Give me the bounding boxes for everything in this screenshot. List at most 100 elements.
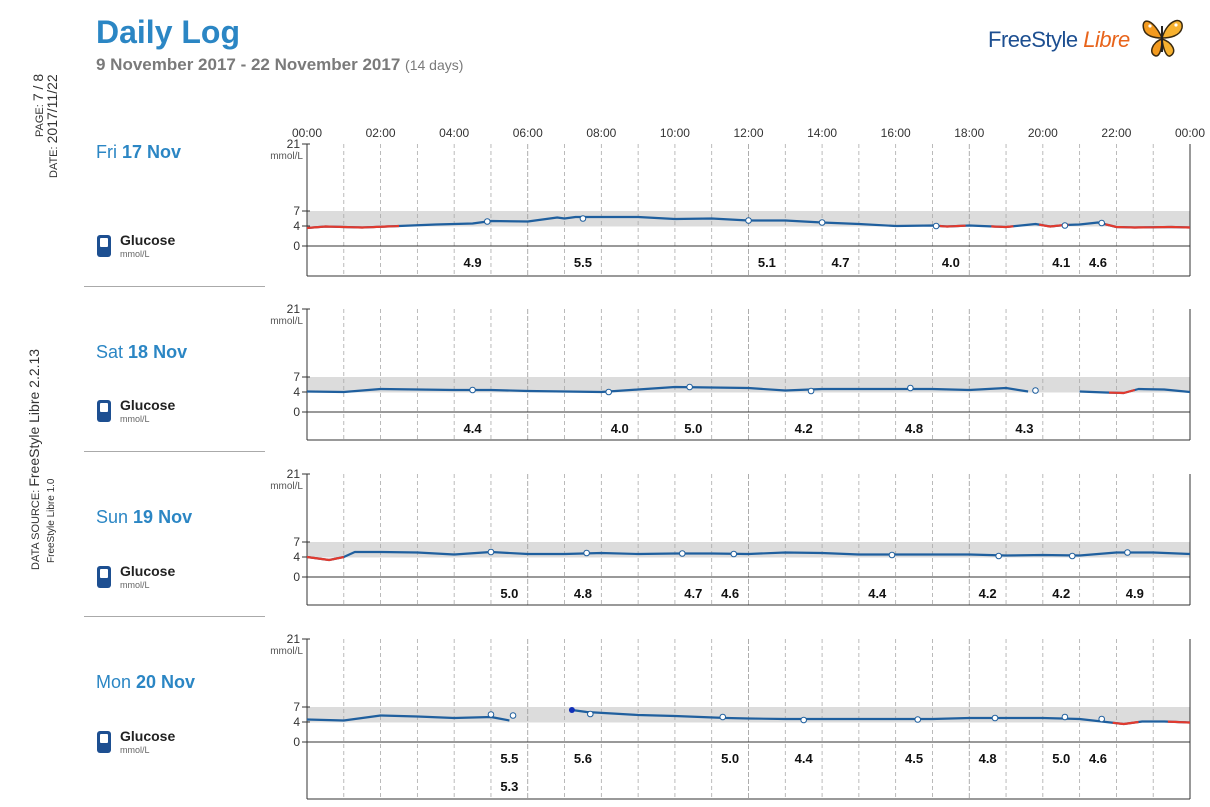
- butterfly-icon: [1142, 19, 1183, 57]
- glucose-value-label: 4.7: [831, 255, 849, 270]
- glucose-value-label: 4.8: [979, 751, 997, 766]
- x-tick-label: 02:00: [366, 126, 396, 140]
- logo-text-main: FreeStyle: [988, 27, 1078, 52]
- scan-marker: [686, 383, 693, 391]
- y-tick-label: 7: [293, 370, 300, 384]
- glucose-value-label: 5.6: [574, 751, 592, 766]
- glucose-value-label: 5.1: [758, 255, 776, 270]
- glucose-value-label: 5.0: [1052, 751, 1070, 766]
- glucose-meter-icon: [97, 235, 111, 257]
- low-glucose-segment: [991, 225, 1014, 229]
- glucose-value-label: 4.9: [1126, 586, 1144, 601]
- x-tick-label: 00:00: [292, 126, 322, 140]
- manual-marker: [568, 707, 575, 713]
- scan-marker: [745, 217, 752, 224]
- glucose-value-label: 4.4: [868, 586, 887, 601]
- glucose-value-label: 4.1: [1052, 255, 1070, 270]
- glucose-value-label: 4.6: [1089, 255, 1107, 270]
- y-tick-label: 21: [287, 137, 301, 151]
- scan-marker: [483, 218, 491, 225]
- scan-marker: [605, 388, 612, 396]
- glucose-title: Glucose: [120, 563, 176, 579]
- y-tick-label: 0: [293, 239, 300, 253]
- day-date: 20 Nov: [136, 672, 196, 692]
- x-tick-label: 16:00: [881, 126, 911, 140]
- scan-marker: [1068, 552, 1076, 560]
- glucose-title: Glucose: [120, 232, 176, 248]
- day-dow: Sun: [96, 507, 129, 527]
- low-glucose-segment: [1105, 223, 1191, 229]
- freestyle-libre-logo: FreeStyle Libre: [988, 14, 1188, 64]
- day-divider: [84, 286, 265, 287]
- scan-marker: [586, 710, 594, 718]
- y-tick-label: 7: [293, 204, 300, 218]
- day-date: 17 Nov: [122, 142, 182, 162]
- glucose-unit: mmol/L: [120, 414, 150, 424]
- scan-marker: [1061, 222, 1069, 229]
- x-tick-label: 18:00: [954, 126, 984, 140]
- day-dow: Mon: [96, 672, 132, 692]
- logo-text-accent: Libre: [1083, 27, 1130, 52]
- y-tick-label: 0: [293, 570, 300, 584]
- x-tick-label: 22:00: [1101, 126, 1131, 140]
- low-glucose-segment: [306, 555, 345, 562]
- scan-marker: [487, 548, 495, 556]
- day-panel-mon: 21 74 0 mmol/L 5.5 5.3 5.6 5.0 4.4 4.5 4.8 5.0 4.6: [270, 632, 1191, 800]
- glucose-value-label: 4.6: [1089, 751, 1107, 766]
- scan-marker: [914, 716, 922, 723]
- y-tick-label: 21: [287, 632, 301, 646]
- x-tick-label: 04:00: [439, 126, 469, 140]
- scan-marker: [807, 387, 815, 395]
- scan-marker: [1098, 715, 1105, 723]
- glucose-value-label: 5.0: [721, 751, 739, 766]
- glucose-value-label: 4.8: [574, 586, 592, 601]
- day-label-mon: Mon 20 Nov: [96, 672, 195, 693]
- glucose-value-label: 4.8: [905, 421, 923, 436]
- low-glucose-segment: [1167, 720, 1191, 724]
- y-tick-label: 0: [293, 405, 300, 419]
- day-panel-fri: 21 74 0 mmol/L 4.9 5.5 5.1 4.7 4.0 4.1 4.6: [270, 137, 1191, 277]
- low-glucose-segment: [1112, 720, 1139, 726]
- date-range-text: 9 November 2017 - 22 November 2017: [96, 55, 401, 74]
- y-tick-label: 4: [293, 715, 300, 729]
- scan-marker: [888, 551, 896, 559]
- y-unit-label: mmol/L: [270, 646, 303, 657]
- glucose-meter-icon: [97, 400, 111, 422]
- x-tick-label: 14:00: [807, 126, 837, 140]
- low-glucose-segment: [939, 224, 966, 228]
- glucose-unit: mmol/L: [120, 249, 150, 259]
- scan-marker: [1032, 387, 1039, 394]
- day-label-sat: Sat 18 Nov: [96, 342, 187, 363]
- scan-marker: [991, 714, 999, 722]
- x-tick-label: 10:00: [660, 126, 690, 140]
- page-title: Daily Log: [96, 14, 241, 50]
- x-tick-label: 00:00: [1175, 126, 1205, 140]
- glucose-value-label: 5.0: [500, 586, 518, 601]
- glucose-value-label: 4.4: [795, 751, 814, 766]
- x-tick-label: 12:00: [733, 126, 763, 140]
- glucose-value-label: 5.3: [500, 779, 518, 794]
- y-tick-label: 7: [293, 535, 300, 549]
- glucose-value-label: 5.0: [684, 421, 702, 436]
- scan-marker: [730, 550, 738, 558]
- glucose-title: Glucose: [120, 397, 176, 413]
- scan-marker: [719, 713, 727, 721]
- glucose-value-label: 4.2: [795, 421, 813, 436]
- glucose-unit: mmol/L: [120, 745, 150, 755]
- scan-marker: [932, 222, 940, 230]
- glucose-value-label: 4.4: [464, 421, 483, 436]
- glucose-title: Glucose: [120, 728, 176, 744]
- glucose-value-label: 5.5: [574, 255, 592, 270]
- glucose-value-label: 4.3: [1015, 421, 1033, 436]
- scan-marker: [678, 550, 686, 557]
- glucose-value-label: 4.0: [942, 255, 960, 270]
- scan-marker: [579, 215, 587, 222]
- x-tick-label: 08:00: [586, 126, 616, 140]
- day-label-sun: Sun 19 Nov: [96, 507, 192, 528]
- scan-marker: [800, 716, 807, 724]
- low-glucose-segment: [1109, 388, 1136, 395]
- date-range: 9 November 2017 - 22 November 2017 (14 d…: [96, 55, 463, 75]
- y-tick-label: 4: [293, 550, 300, 564]
- glucose-trace: [306, 215, 1191, 230]
